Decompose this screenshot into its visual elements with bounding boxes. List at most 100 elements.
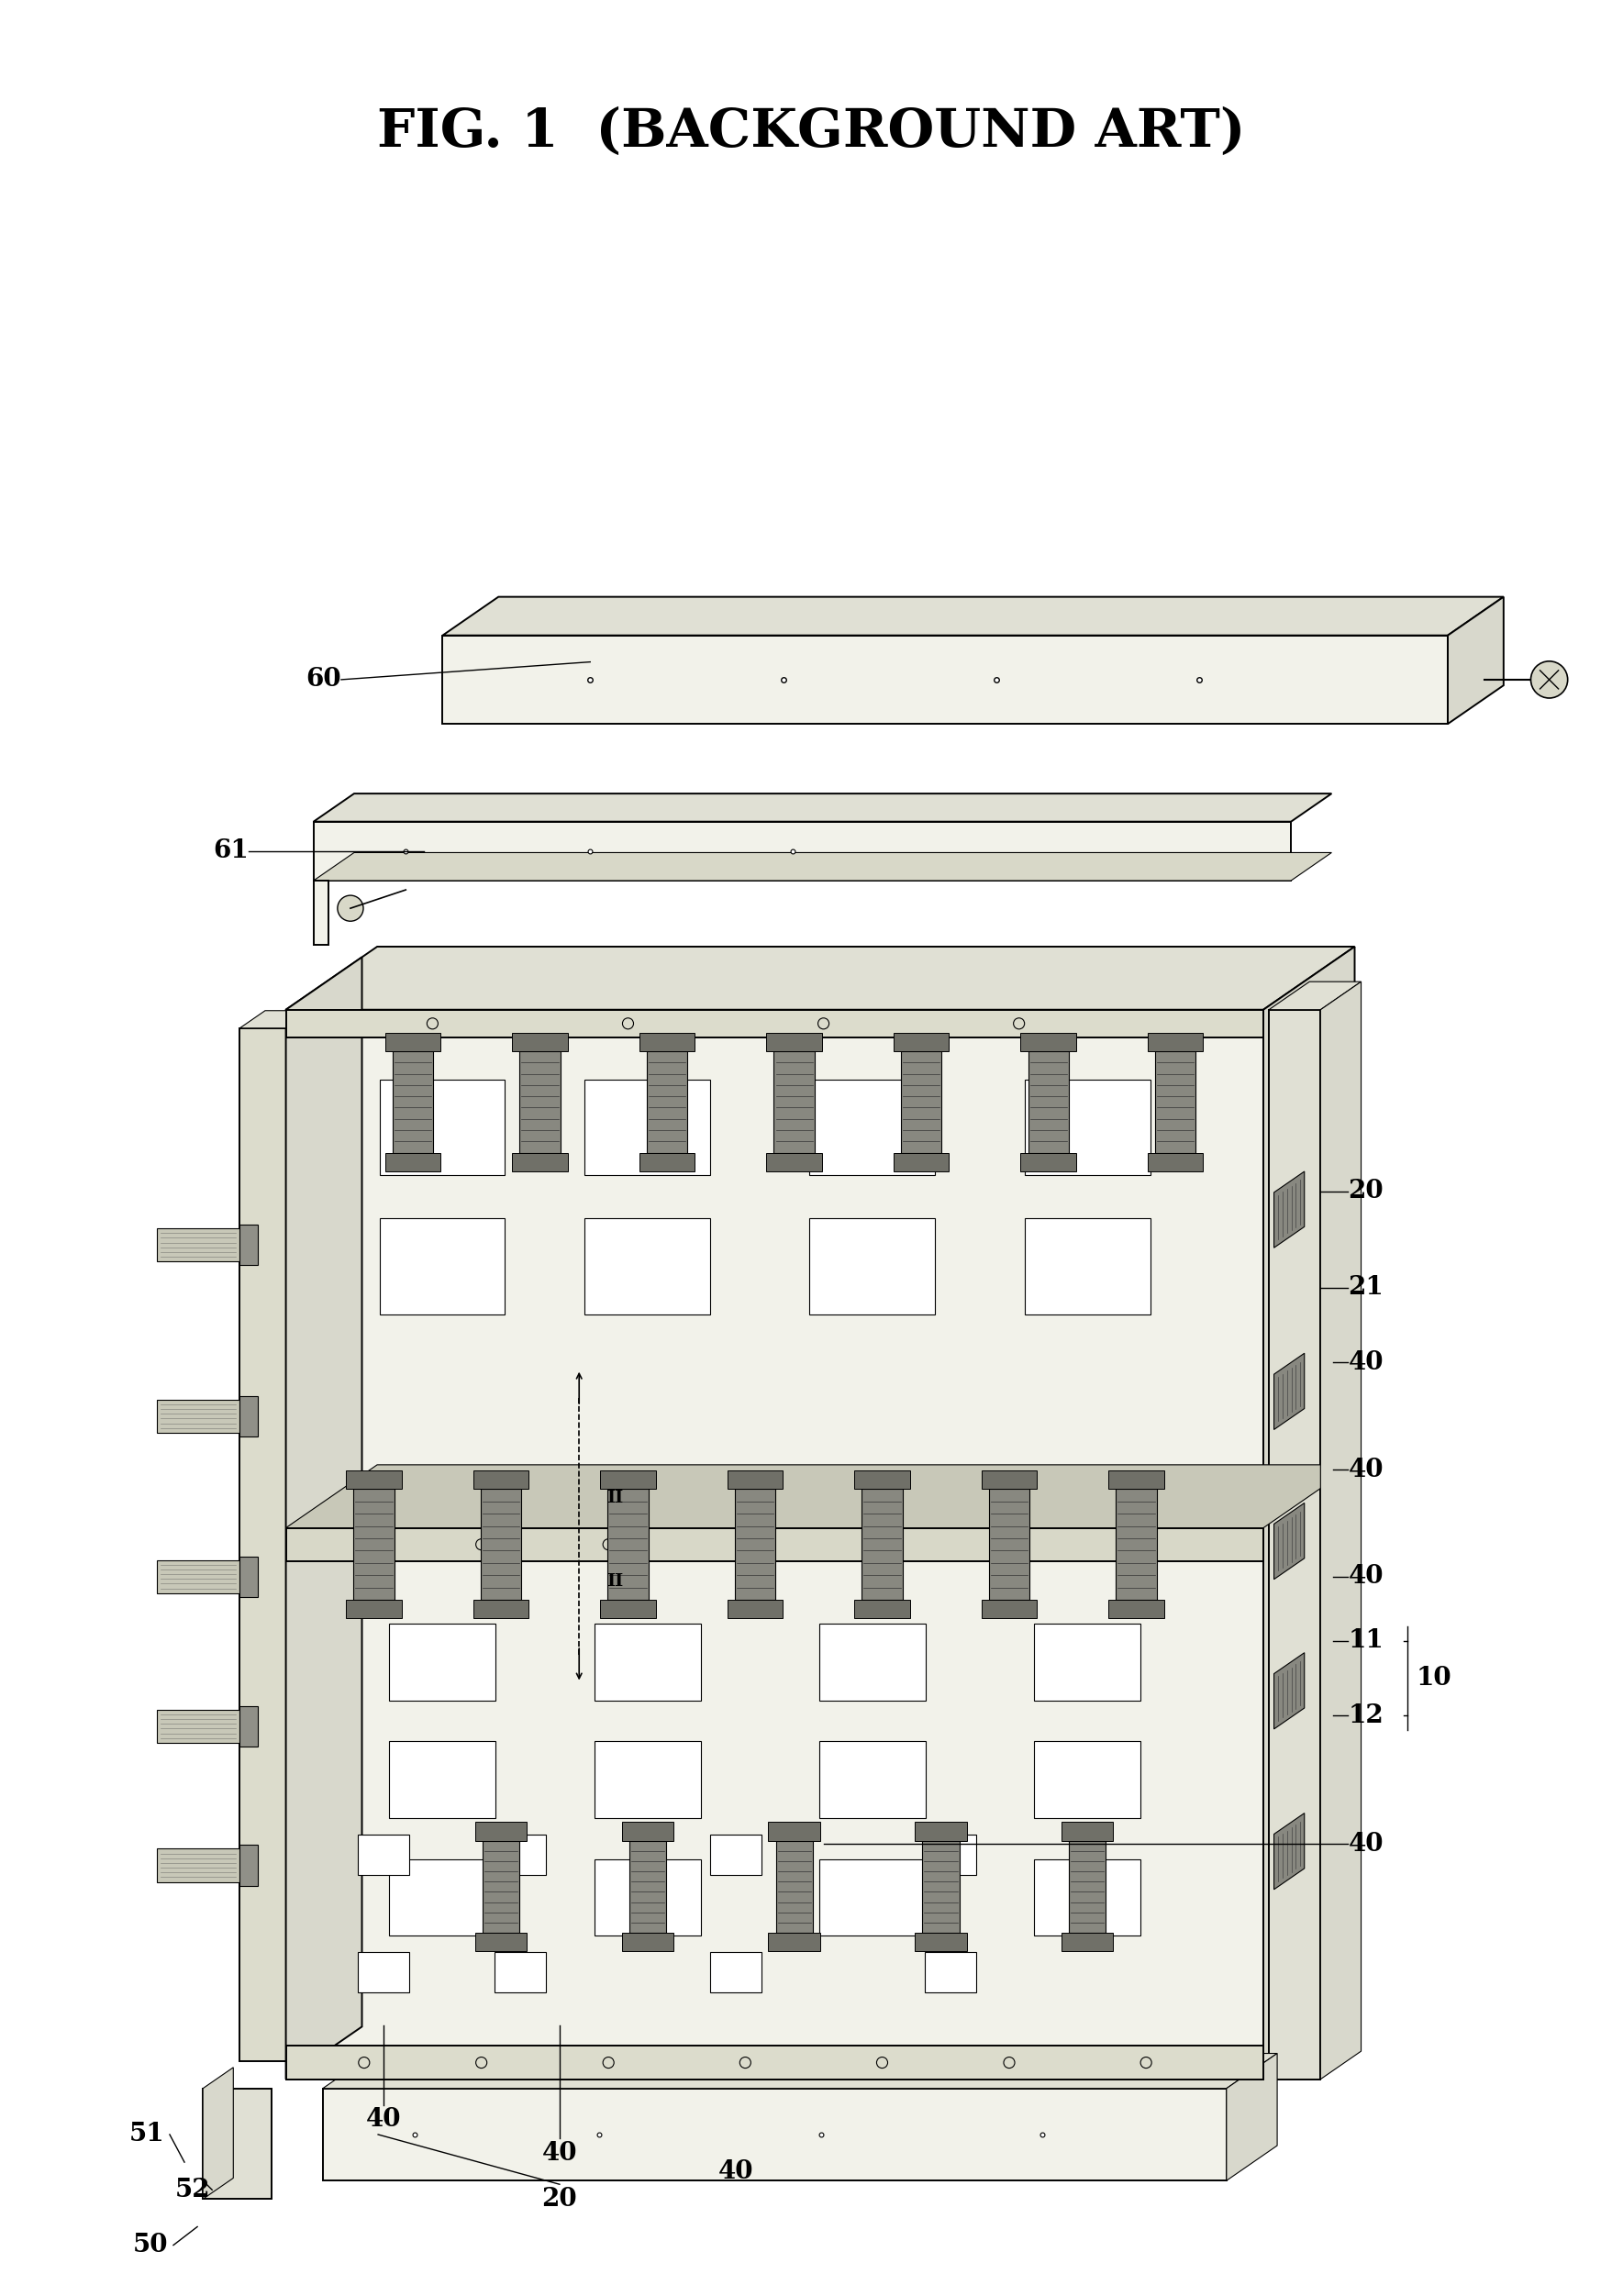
Polygon shape bbox=[820, 1740, 925, 1818]
Text: FIG. 1  (BACKGROUND ART): FIG. 1 (BACKGROUND ART) bbox=[378, 106, 1245, 158]
Text: 40: 40 bbox=[717, 2158, 753, 2183]
Polygon shape bbox=[385, 1153, 440, 1171]
Polygon shape bbox=[157, 1848, 240, 1883]
Polygon shape bbox=[622, 1933, 674, 1952]
Text: 61: 61 bbox=[214, 838, 248, 863]
Polygon shape bbox=[286, 1465, 1355, 1527]
Polygon shape bbox=[1061, 1933, 1113, 1952]
Polygon shape bbox=[313, 794, 1331, 822]
Polygon shape bbox=[323, 2053, 1277, 2089]
Circle shape bbox=[1530, 661, 1568, 698]
Text: 40: 40 bbox=[365, 2108, 401, 2133]
Polygon shape bbox=[286, 946, 1355, 1010]
Polygon shape bbox=[1109, 1600, 1164, 1619]
Polygon shape bbox=[584, 1219, 711, 1313]
Polygon shape bbox=[709, 1952, 761, 1993]
Polygon shape bbox=[925, 1835, 977, 1876]
Polygon shape bbox=[1034, 1860, 1141, 1936]
Polygon shape bbox=[727, 1472, 782, 1490]
Polygon shape bbox=[495, 1952, 547, 1993]
Polygon shape bbox=[476, 1823, 527, 1841]
Polygon shape bbox=[1027, 1052, 1068, 1153]
Polygon shape bbox=[513, 1153, 568, 1171]
Polygon shape bbox=[639, 1153, 695, 1171]
Text: 50: 50 bbox=[133, 2232, 169, 2257]
Polygon shape bbox=[854, 1472, 911, 1490]
Polygon shape bbox=[639, 1033, 695, 1052]
Polygon shape bbox=[240, 1010, 312, 1029]
Polygon shape bbox=[313, 852, 1331, 882]
Polygon shape bbox=[1269, 1010, 1321, 2080]
Polygon shape bbox=[766, 1033, 821, 1052]
Text: II: II bbox=[607, 1573, 623, 1589]
Polygon shape bbox=[584, 1079, 711, 1176]
Text: II: II bbox=[607, 1490, 623, 1506]
Polygon shape bbox=[286, 1010, 1263, 1038]
Polygon shape bbox=[443, 597, 1503, 636]
Text: 40: 40 bbox=[1349, 1350, 1383, 1375]
Polygon shape bbox=[1021, 1153, 1076, 1171]
Polygon shape bbox=[1109, 1472, 1164, 1490]
Polygon shape bbox=[630, 1841, 665, 1933]
Polygon shape bbox=[390, 1740, 495, 1818]
Circle shape bbox=[338, 895, 364, 921]
Polygon shape bbox=[519, 1052, 560, 1153]
Polygon shape bbox=[240, 1224, 258, 1265]
Polygon shape bbox=[1448, 597, 1503, 723]
Polygon shape bbox=[346, 1472, 401, 1490]
Polygon shape bbox=[1269, 983, 1362, 1010]
Polygon shape bbox=[922, 1841, 959, 1933]
Polygon shape bbox=[1024, 1079, 1151, 1176]
Polygon shape bbox=[1274, 1504, 1305, 1580]
Polygon shape bbox=[480, 1490, 521, 1600]
Polygon shape bbox=[323, 2089, 1227, 2181]
Polygon shape bbox=[1263, 946, 1355, 2080]
Polygon shape bbox=[1034, 1740, 1141, 1818]
Polygon shape bbox=[157, 1228, 240, 1261]
Text: 10: 10 bbox=[1417, 1667, 1453, 1690]
Polygon shape bbox=[1061, 1823, 1113, 1841]
Polygon shape bbox=[601, 1600, 656, 1619]
Polygon shape bbox=[601, 1472, 656, 1490]
Polygon shape bbox=[513, 1033, 568, 1052]
Polygon shape bbox=[709, 1835, 761, 1876]
Polygon shape bbox=[862, 1490, 902, 1600]
Polygon shape bbox=[203, 2089, 271, 2200]
Polygon shape bbox=[1147, 1153, 1203, 1171]
Text: 40: 40 bbox=[1349, 1458, 1383, 1481]
Polygon shape bbox=[476, 1933, 527, 1952]
Text: 40: 40 bbox=[1349, 1564, 1383, 1589]
Polygon shape bbox=[776, 1841, 813, 1933]
Polygon shape bbox=[357, 1835, 409, 1876]
Polygon shape bbox=[1021, 1033, 1076, 1052]
Text: 21: 21 bbox=[1349, 1274, 1384, 1300]
Polygon shape bbox=[390, 1623, 495, 1701]
Polygon shape bbox=[393, 1052, 433, 1153]
Polygon shape bbox=[1321, 983, 1362, 2080]
Text: 40: 40 bbox=[1349, 1832, 1383, 1855]
Polygon shape bbox=[380, 1079, 505, 1176]
Polygon shape bbox=[820, 1623, 925, 1701]
Polygon shape bbox=[385, 1033, 440, 1052]
Polygon shape bbox=[894, 1153, 949, 1171]
Polygon shape bbox=[1274, 1352, 1305, 1430]
Polygon shape bbox=[157, 1401, 240, 1433]
Polygon shape bbox=[157, 1559, 240, 1593]
Polygon shape bbox=[286, 2046, 1263, 2080]
Polygon shape bbox=[286, 957, 362, 2080]
Polygon shape bbox=[357, 1952, 409, 1993]
Text: 51: 51 bbox=[130, 2122, 164, 2147]
Polygon shape bbox=[901, 1052, 941, 1153]
Polygon shape bbox=[894, 1033, 949, 1052]
Polygon shape bbox=[810, 1219, 935, 1313]
Polygon shape bbox=[1274, 1653, 1305, 1729]
Polygon shape bbox=[1227, 2053, 1277, 2181]
Polygon shape bbox=[346, 1600, 401, 1619]
Polygon shape bbox=[607, 1490, 648, 1600]
Text: 11: 11 bbox=[1349, 1628, 1384, 1653]
Polygon shape bbox=[594, 1740, 701, 1818]
Polygon shape bbox=[203, 2066, 234, 2200]
Polygon shape bbox=[474, 1600, 529, 1619]
Polygon shape bbox=[1274, 1171, 1305, 1247]
Polygon shape bbox=[354, 1490, 394, 1600]
